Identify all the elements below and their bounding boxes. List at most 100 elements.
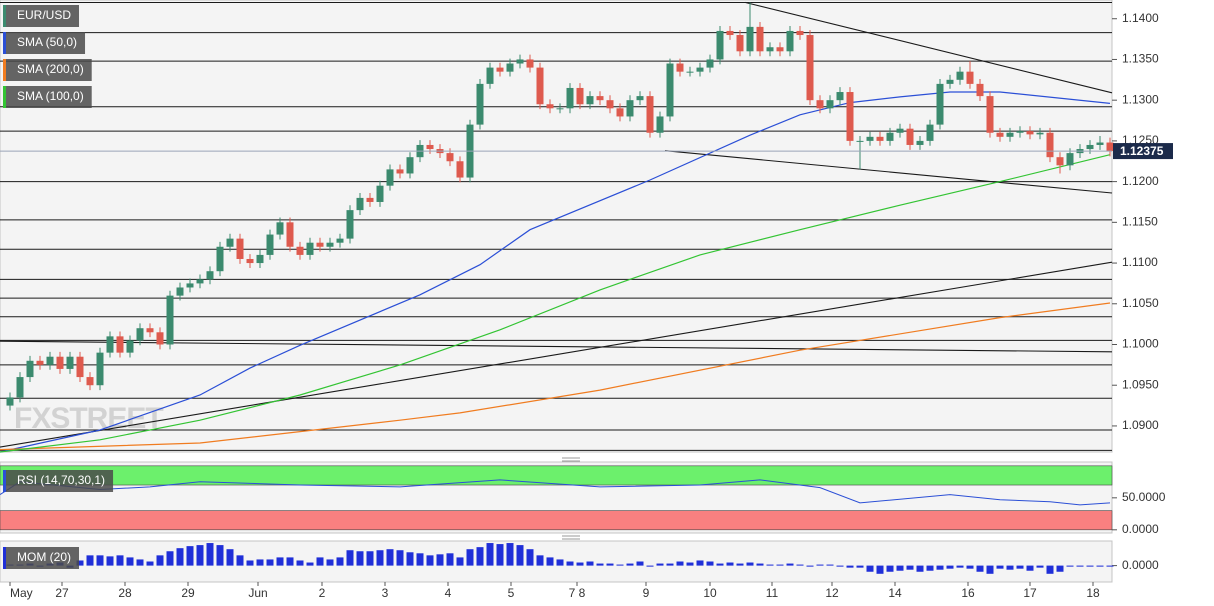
momentum-bar bbox=[236, 555, 244, 566]
candle-body bbox=[566, 87, 574, 109]
candle-body bbox=[966, 71, 974, 84]
trend-line bbox=[0, 261, 1113, 448]
x-tick-label: 16 bbox=[961, 586, 975, 600]
candle-body bbox=[726, 30, 734, 36]
candle-body bbox=[396, 169, 404, 174]
momentum-bar bbox=[886, 565, 894, 572]
candle-body bbox=[536, 67, 544, 105]
legend-box[interactable] bbox=[3, 5, 80, 27]
momentum-bar bbox=[586, 561, 594, 566]
momentum-bar bbox=[606, 563, 614, 566]
candle-body bbox=[356, 197, 364, 211]
candle-body bbox=[66, 356, 74, 369]
momentum-bar bbox=[806, 565, 814, 567]
candle-body bbox=[796, 30, 804, 36]
momentum-bar bbox=[446, 553, 454, 566]
legend-swatch bbox=[3, 5, 6, 27]
momentum-bar bbox=[226, 549, 234, 566]
momentum-bar bbox=[986, 565, 994, 574]
x-tick-label: 9 bbox=[643, 586, 650, 600]
momentum-bar bbox=[206, 543, 214, 566]
legend-box[interactable] bbox=[3, 59, 92, 81]
candle-body bbox=[136, 328, 144, 341]
momentum-bar bbox=[836, 565, 844, 567]
momentum-bar bbox=[126, 557, 134, 566]
candle-body bbox=[606, 100, 614, 109]
candle-body bbox=[876, 136, 884, 141]
candle-body bbox=[336, 238, 344, 243]
candle-body bbox=[226, 238, 234, 247]
trend-line bbox=[664, 150, 1113, 194]
candle-body bbox=[286, 222, 294, 247]
candle-body bbox=[656, 116, 664, 133]
candle-body bbox=[276, 222, 284, 235]
legend-swatch bbox=[3, 470, 6, 492]
momentum-bar bbox=[96, 555, 104, 566]
momentum-bar bbox=[596, 563, 604, 566]
candle-body bbox=[636, 96, 644, 101]
momentum-bar bbox=[1066, 565, 1074, 567]
momentum-bar bbox=[506, 543, 514, 566]
momentum-bar bbox=[996, 565, 1004, 569]
x-tick-label: 5 bbox=[508, 586, 515, 600]
momentum-bar bbox=[196, 545, 204, 566]
y-tick-label: 1.0950 bbox=[1122, 377, 1159, 391]
candle-body bbox=[156, 332, 164, 345]
momentum-bar bbox=[916, 565, 924, 572]
momentum-bar bbox=[696, 560, 704, 566]
candle-body bbox=[996, 132, 1004, 137]
momentum-bar bbox=[646, 565, 654, 567]
momentum-bar bbox=[256, 559, 264, 566]
candle-body bbox=[776, 47, 784, 52]
sma-line bbox=[0, 302, 1111, 451]
candle-body bbox=[56, 356, 64, 369]
candle-body bbox=[646, 96, 654, 133]
momentum-bar bbox=[826, 564, 834, 566]
legend-box[interactable] bbox=[3, 547, 79, 569]
candle-body bbox=[936, 83, 944, 125]
momentum-bar bbox=[896, 565, 904, 571]
momentum-bar bbox=[776, 564, 784, 566]
momentum-bar bbox=[576, 562, 584, 566]
momentum-bar bbox=[1016, 565, 1024, 569]
x-tick-label: 7 8 bbox=[569, 586, 586, 600]
momentum-bar bbox=[876, 565, 884, 574]
candle-body bbox=[86, 377, 94, 386]
momentum-bar bbox=[1106, 565, 1114, 567]
momentum-bar bbox=[866, 565, 874, 572]
candle-body bbox=[166, 295, 174, 345]
legend-box[interactable] bbox=[3, 32, 86, 54]
momentum-bar bbox=[856, 565, 864, 568]
y-tick-label: 1.1350 bbox=[1122, 52, 1159, 66]
panel bbox=[0, 540, 1113, 583]
candle-body bbox=[986, 96, 994, 133]
candle-body bbox=[756, 26, 764, 52]
last-price-box bbox=[1113, 143, 1173, 160]
candle-body bbox=[1066, 153, 1074, 166]
legend-swatch bbox=[3, 547, 6, 569]
legend-box[interactable] bbox=[3, 470, 114, 492]
sma-line bbox=[0, 154, 1111, 453]
candle-body bbox=[1006, 132, 1014, 137]
momentum-bar bbox=[636, 561, 644, 566]
momentum-bar bbox=[1056, 565, 1064, 572]
candle-body bbox=[76, 356, 84, 378]
momentum-bar bbox=[396, 550, 404, 566]
candle-body bbox=[16, 377, 24, 398]
momentum-bar bbox=[1026, 565, 1034, 571]
candle-body bbox=[126, 340, 134, 353]
candle-body bbox=[1046, 132, 1054, 158]
candle-body bbox=[326, 242, 334, 247]
legend-label: SMA (50,0) bbox=[17, 35, 77, 49]
momentum-bar bbox=[686, 562, 694, 566]
candle-body bbox=[716, 30, 724, 60]
candle-body bbox=[676, 63, 684, 72]
momentum-bar bbox=[336, 557, 344, 566]
candle-body bbox=[376, 185, 384, 202]
momentum-bar bbox=[796, 564, 804, 566]
candle-body bbox=[46, 356, 54, 365]
legend-box[interactable] bbox=[3, 86, 92, 108]
candle-body bbox=[236, 238, 244, 259]
overlay-layer: 1.12375 EUR/USD SMA (50,0) SMA (200,0) SMA (… bbox=[3, 5, 1173, 569]
